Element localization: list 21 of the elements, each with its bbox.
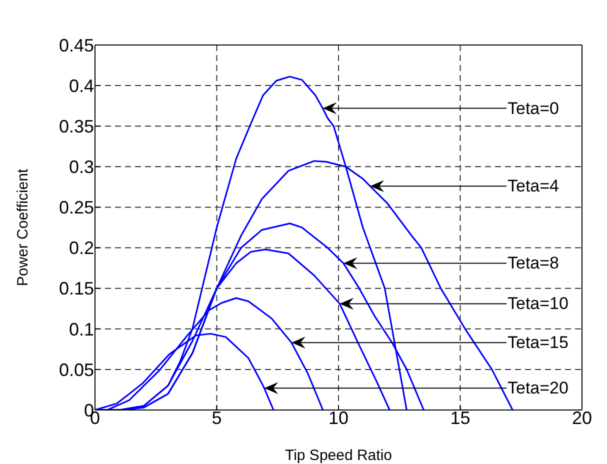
x-tick-label: 10: [328, 408, 349, 428]
annotation: Teta=20: [508, 378, 568, 398]
y-tick-label: 0.3: [68, 157, 94, 178]
x-tick-label: 20: [572, 408, 592, 428]
x-tick-label: 5: [212, 408, 222, 428]
y-tick-label: 0.45: [58, 35, 94, 56]
x-tick-label: 15: [450, 408, 470, 428]
y-tick-label: 0.35: [58, 116, 94, 136]
x-axis-title: Tip Speed Ratio: [284, 447, 392, 464]
y-tick-label: 0.1: [68, 319, 94, 340]
annotation: Teta=10: [508, 294, 568, 314]
y-tick-label: 0.2: [68, 238, 94, 258]
y-axis-title: Power Coefficient: [14, 168, 32, 286]
y-tick-label: 0.4: [68, 76, 94, 96]
annotation: Teta=15: [508, 333, 568, 352]
y-tick-label: 0.25: [58, 198, 94, 218]
annotation: Teta=8: [508, 254, 560, 273]
y-tick-label: 0.15: [58, 278, 94, 299]
annotation: Teta=4: [508, 176, 560, 196]
annotation: Teta=0: [508, 98, 560, 118]
y-tick-label: 0.05: [58, 360, 94, 380]
